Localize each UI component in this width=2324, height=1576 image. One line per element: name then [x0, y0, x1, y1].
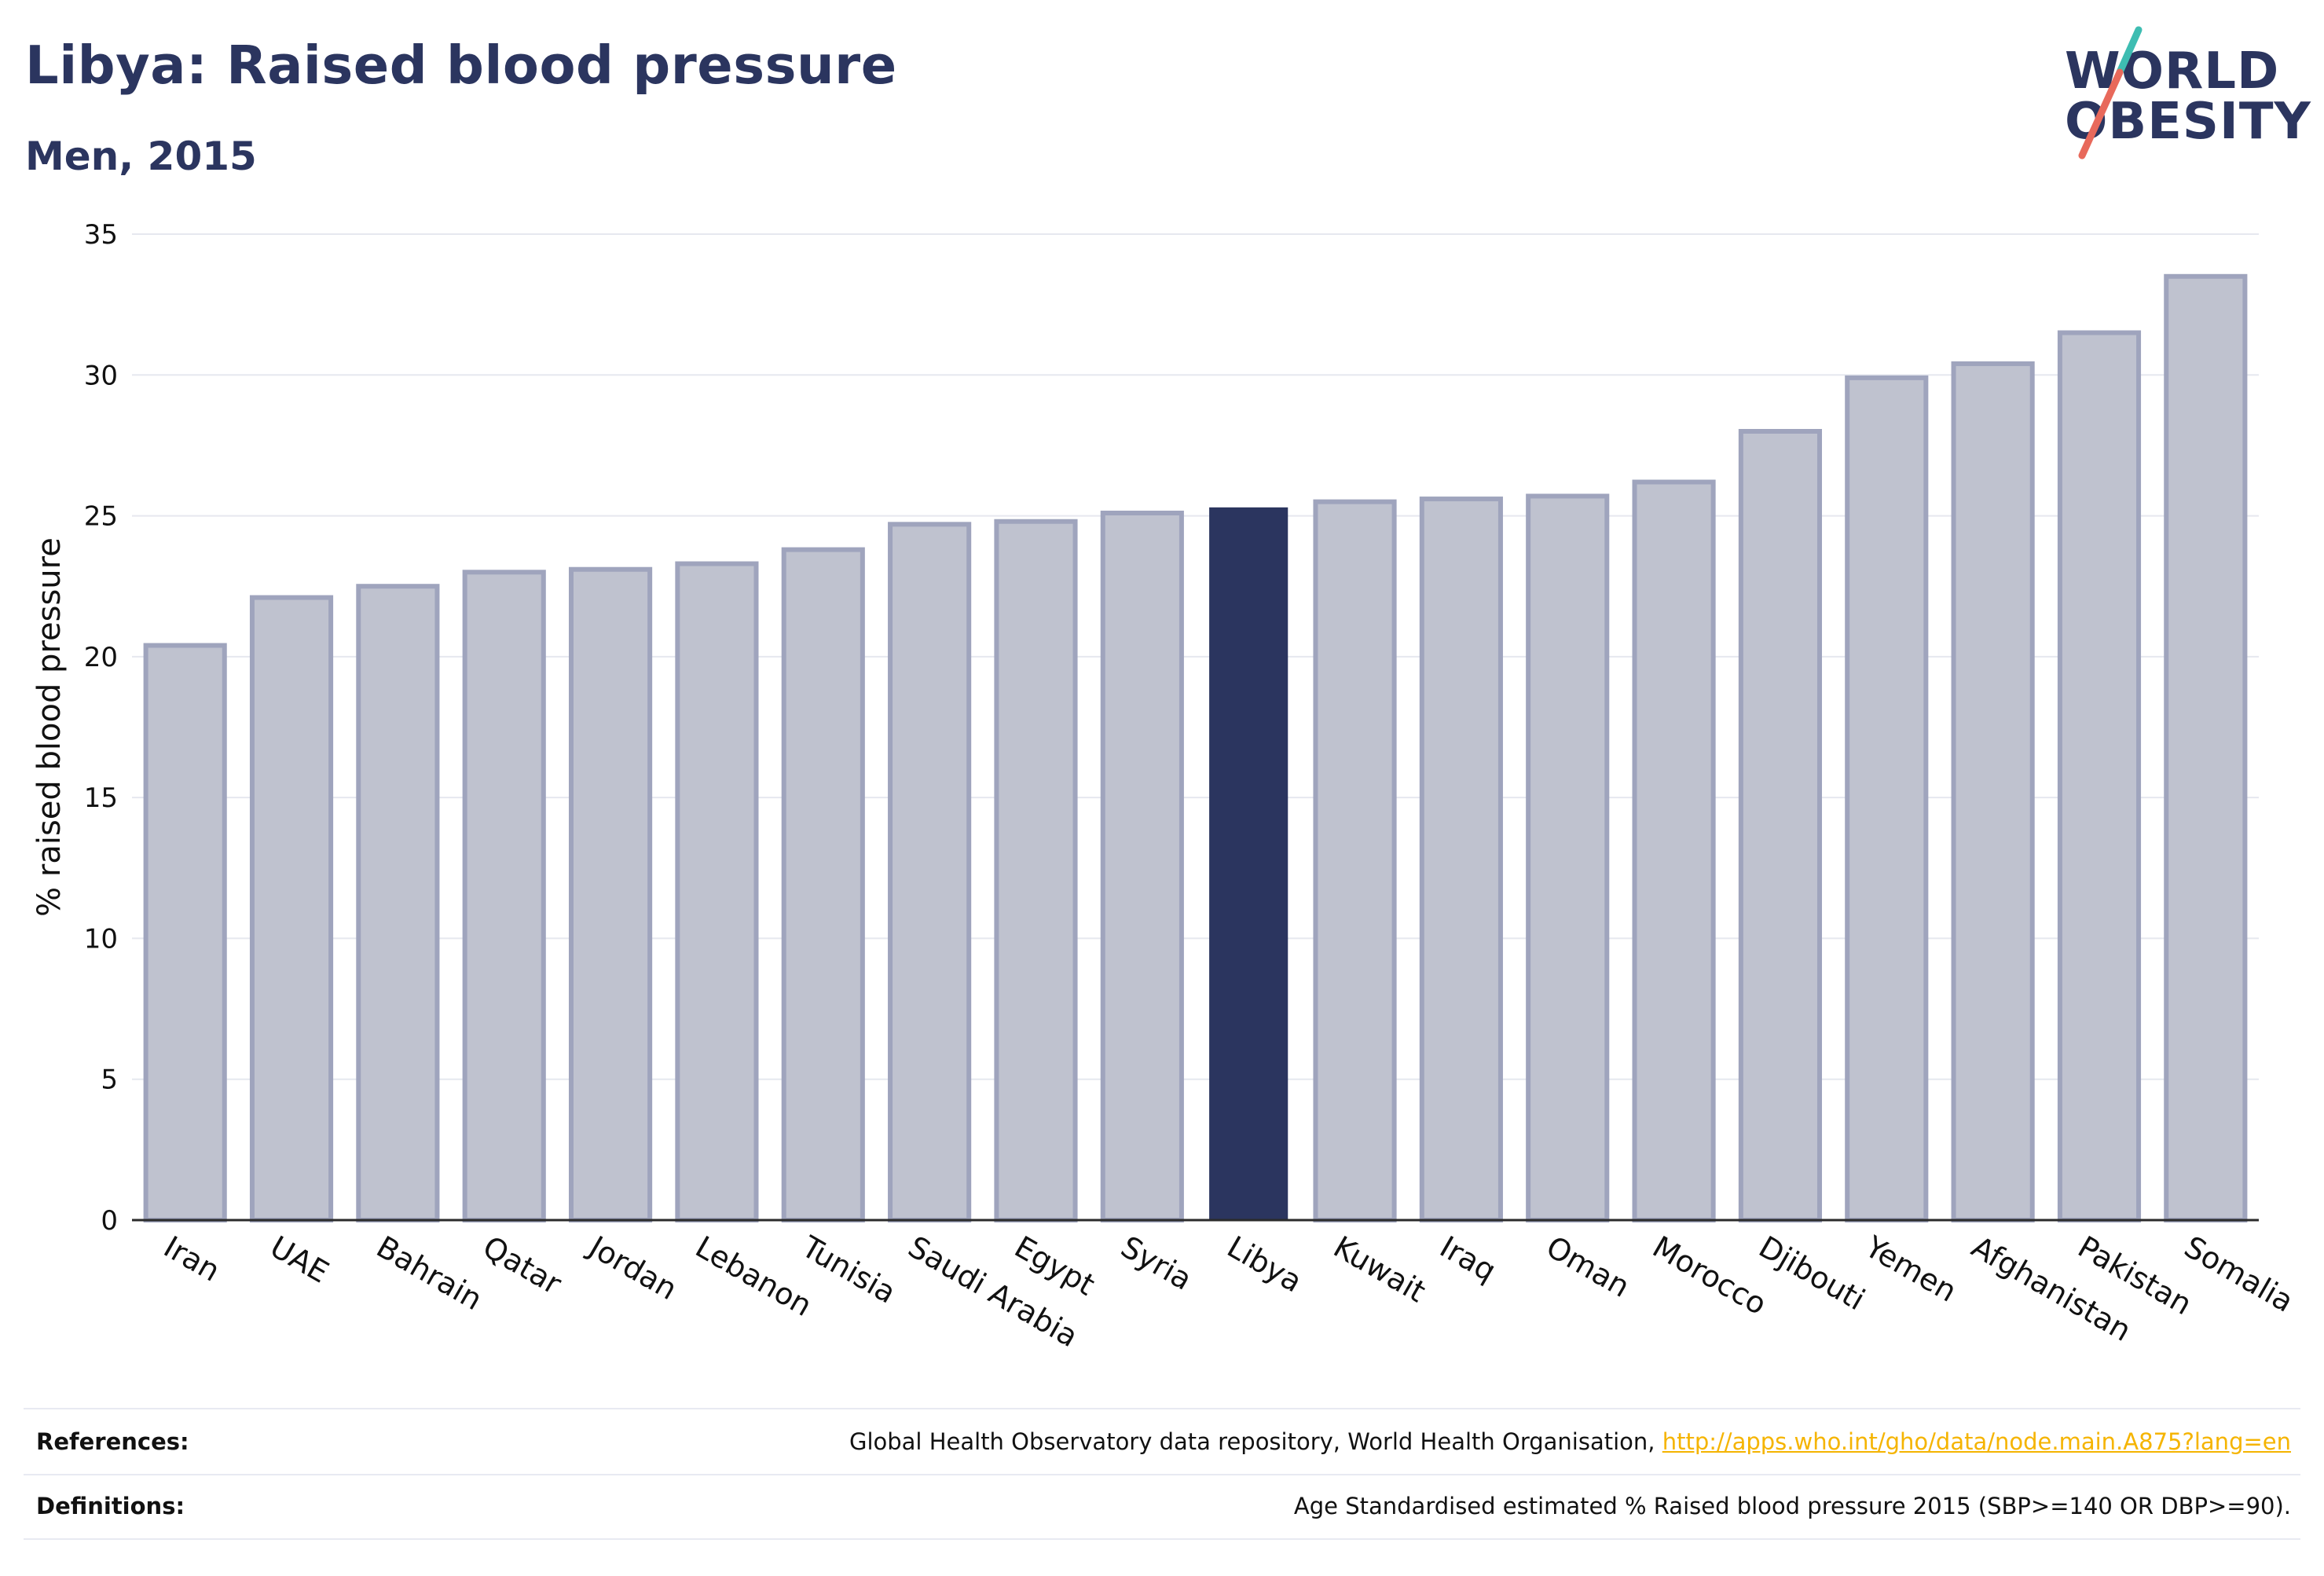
references-label: References:: [36, 1428, 189, 1455]
bar-syria[interactable]: [1100, 510, 1184, 1222]
definitions-label: Definitions:: [36, 1493, 185, 1519]
references-text: Global Health Observatory data repositor…: [849, 1428, 2291, 1455]
bar-kuwait[interactable]: [1313, 499, 1397, 1222]
bar-iran[interactable]: [143, 643, 227, 1222]
y-tick-label: 10: [84, 923, 118, 955]
y-tick-label: 0: [101, 1205, 118, 1237]
x-tick-label: Yemen: [1859, 1229, 1963, 1309]
references-link[interactable]: http://apps.who.int/gho/data/node.main.A…: [1662, 1428, 2291, 1455]
bar-oman[interactable]: [1526, 493, 1610, 1222]
y-tick-labels: 0 5 10 15 20 25 30 35: [84, 219, 118, 1237]
bar-pakistan[interactable]: [2057, 330, 2142, 1222]
bar-saudi-arabia[interactable]: [888, 522, 972, 1223]
bars: [143, 273, 2248, 1223]
x-tick-label: Iraq: [1434, 1230, 1501, 1288]
footer-divider-middle: [24, 1474, 2300, 1475]
x-tick-label: Jordan: [582, 1229, 683, 1307]
chart-subtitle: Men, 2015: [25, 134, 257, 179]
x-tick-label: Syria: [1115, 1230, 1197, 1297]
logo-word-world: WORLD: [2065, 42, 2280, 101]
x-tick-label: Bahrain: [371, 1230, 488, 1318]
y-tick-label: 15: [84, 783, 118, 814]
bar-morocco[interactable]: [1632, 479, 1716, 1222]
references-source: Global Health Observatory data repositor…: [849, 1428, 1662, 1455]
x-tick-label: Libya: [1222, 1230, 1308, 1299]
y-tick-label: 20: [84, 642, 118, 673]
footer-divider-bottom: [24, 1538, 2300, 1540]
x-tick-label: Somalia: [2179, 1230, 2300, 1319]
definitions-text: Age Standardised estimated % Raised bloo…: [1293, 1493, 2291, 1519]
bar-yemen[interactable]: [1845, 375, 1929, 1222]
footer-divider-top: [24, 1408, 2300, 1409]
bar-jordan[interactable]: [568, 566, 653, 1222]
bar-uae[interactable]: [249, 595, 334, 1222]
bar-bahrain[interactable]: [356, 584, 440, 1222]
y-tick-label: 5: [101, 1065, 118, 1096]
bar-somalia[interactable]: [2164, 273, 2248, 1222]
x-tick-label: Djibouti: [1753, 1230, 1871, 1318]
x-tick-label: UAE: [265, 1230, 335, 1290]
y-tick-label: 35: [84, 219, 118, 251]
world-obesity-logo: WORLD OBESITY: [2051, 24, 2318, 165]
bar-iraq[interactable]: [1419, 497, 1503, 1222]
chart-title: Libya: Raised blood pressure: [25, 35, 897, 96]
logo-slash-icon: [2078, 26, 2143, 159]
y-tick-label: 25: [84, 501, 118, 533]
bar-lebanon[interactable]: [675, 561, 759, 1222]
bar-libya[interactable]: [1209, 507, 1288, 1220]
y-tick-label: 30: [84, 360, 118, 391]
x-tick-label: Morocco: [1647, 1230, 1772, 1322]
y-axis-label: % raised blood pressure: [31, 537, 68, 917]
bar-afghanistan[interactable]: [1951, 361, 2035, 1222]
x-tick-label: Oman: [1541, 1230, 1636, 1304]
bar-qatar[interactable]: [462, 570, 546, 1222]
x-tick-label: Kuwait: [1328, 1230, 1431, 1310]
grid-lines: [132, 233, 2259, 1221]
bar-egypt[interactable]: [994, 519, 1078, 1222]
x-tick-label: Qatar: [477, 1230, 567, 1302]
bar-tunisia[interactable]: [781, 547, 865, 1223]
bar-djibouti[interactable]: [1738, 429, 1823, 1222]
x-tick-label: Lebanon: [690, 1230, 818, 1323]
x-tick-label: Iran: [158, 1230, 225, 1288]
